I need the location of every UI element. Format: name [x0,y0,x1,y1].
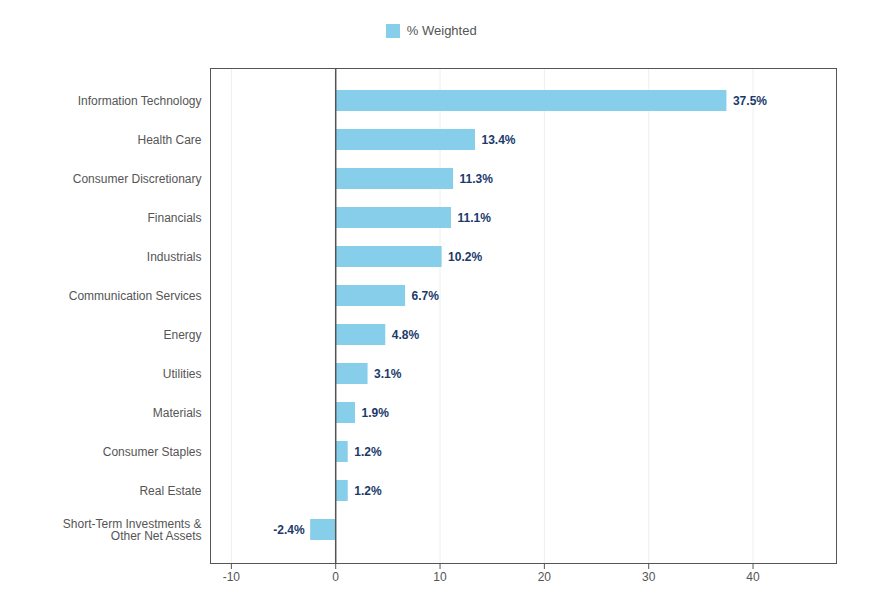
svg-text:1.9%: 1.9% [362,405,390,419]
svg-text:Utilities: Utilities [163,366,202,380]
svg-text:-2.4%: -2.4% [273,522,305,536]
svg-text:Consumer Staples: Consumer Staples [103,444,202,458]
svg-text:Consumer Discretionary: Consumer Discretionary [73,171,202,185]
svg-text:6.7%: 6.7% [412,288,440,302]
svg-text:1.2%: 1.2% [354,483,382,497]
svg-text:Health Care: Health Care [137,132,201,146]
svg-text:Information Technology: Information Technology [78,93,202,107]
html-text:% Weighted: % Weighted [406,23,477,38]
svg-text:Energy: Energy [163,327,201,341]
svg-text:0: 0 [332,570,339,584]
svg-text:11.3%: 11.3% [460,171,494,185]
svg-text:Real Estate: Real Estate [139,483,201,497]
svg-text:Materials: Materials [153,405,202,419]
svg-text:1.2%: 1.2% [354,444,382,458]
svg-text:20: 20 [538,570,552,584]
svg-text:10.2%: 10.2% [448,249,482,263]
svg-text:-10: -10 [223,570,241,584]
svg-text:4.8%: 4.8% [392,327,420,341]
svg-text:Communication Services: Communication Services [69,288,202,302]
svg-text:11.1%: 11.1% [458,210,492,224]
svg-text:3.1%: 3.1% [374,366,402,380]
svg-text:Financials: Financials [147,210,201,224]
svg-text:13.4%: 13.4% [482,132,516,146]
svg-text:30: 30 [642,570,656,584]
svg-text:37.5%: 37.5% [733,93,767,107]
svg-text:Short-Term Investments &Other: Short-Term Investments &Other Net Assets [63,516,202,542]
svg-text:10: 10 [433,570,447,584]
svg-text:Industrials: Industrials [147,249,202,263]
svg-text:40: 40 [746,570,760,584]
